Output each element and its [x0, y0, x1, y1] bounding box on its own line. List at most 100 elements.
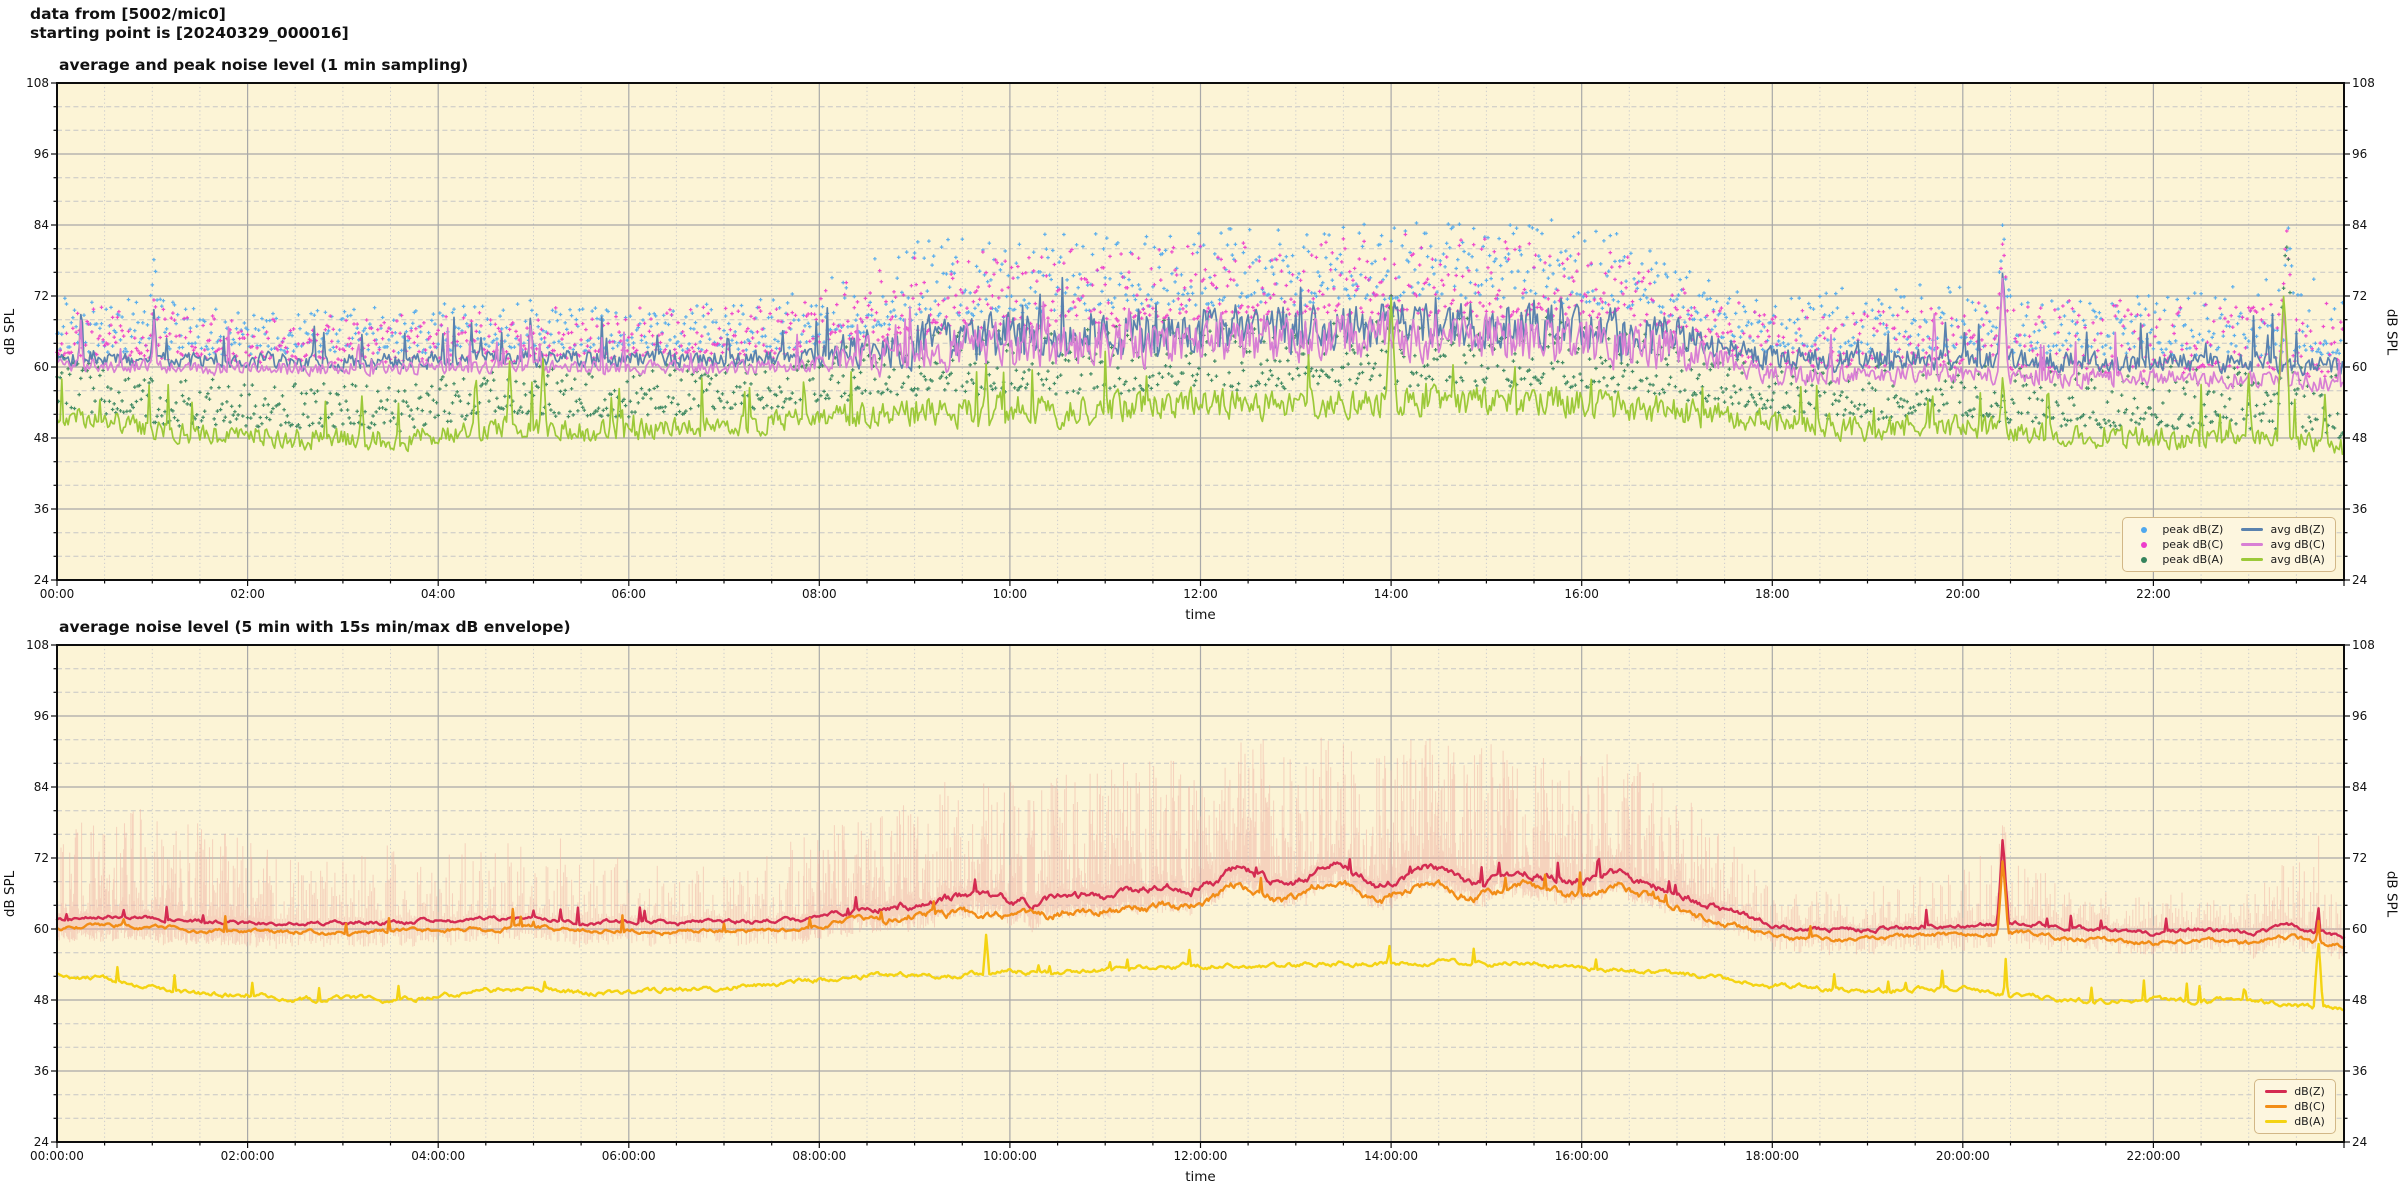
chart-title-top: average and peak noise level (1 min samp… — [59, 56, 469, 74]
legend-column: dB(Z) dB(C) dB(A) — [2265, 1085, 2325, 1128]
y-tick-label-left: 84 — [33, 218, 49, 232]
legend-label: peak dB(C) — [2162, 538, 2224, 551]
x-tick-label: 16:00 — [1564, 587, 1599, 601]
x-tick-label: 06:00 — [611, 587, 647, 601]
y-tick-label-left: 60 — [33, 360, 49, 374]
y-tick-label-left: 36 — [33, 1064, 49, 1078]
y-tick-label-left: 108 — [26, 638, 49, 652]
x-tick-label: 16:00:00 — [1554, 1149, 1609, 1163]
x-tick-label: 10:00:00 — [982, 1149, 1037, 1163]
chart-title-bottom: average noise level (5 min with 15s min/… — [59, 618, 571, 636]
legend-line-icon — [2265, 1104, 2288, 1109]
x-tick-label: 22:00 — [2136, 587, 2171, 601]
legend-bottom: dB(Z) dB(C) dB(A) — [2254, 1079, 2336, 1134]
x-tick-label: 06:00:00 — [601, 1149, 656, 1163]
line-db-a- — [55, 933, 2346, 1012]
y-tick-label-left: 84 — [33, 780, 49, 794]
x-tick-label: 10:00 — [992, 587, 1028, 601]
header-line-start: starting point is [20240329_000016] — [30, 24, 349, 42]
legend-line-icon — [2265, 1119, 2288, 1124]
chart-canvas — [51, 644, 2350, 1148]
y-tick-label-right: 84 — [2352, 780, 2368, 794]
x-tick-label: 20:00 — [1945, 587, 1981, 601]
legend-line-icon — [2265, 1089, 2288, 1094]
x-tick-label: 18:00:00 — [1745, 1149, 1800, 1163]
chart-bottom: average noise level (5 min with 15s min/… — [2, 618, 2399, 1185]
y-tick-labels-right: 108 96 84 72 60 48 36 24 — [2352, 638, 2396, 1149]
x-tick-label: 04:00 — [420, 587, 456, 601]
legend-line-icon — [2241, 542, 2264, 547]
line-avg-db-c- — [56, 277, 2345, 393]
x-tick-label: 22:00:00 — [2126, 1149, 2181, 1163]
y-tick-label-right: 24 — [2352, 1135, 2368, 1149]
header: data from [5002/mic0] starting point is … — [30, 5, 349, 43]
y-tick-label-left: 48 — [33, 993, 49, 1007]
y-tick-label-left: 108 — [26, 76, 49, 90]
legend-column: avg dB(Z) avg dB(C) avg dB(A) — [2241, 523, 2325, 566]
x-tick-label: 12:00:00 — [1173, 1149, 1228, 1163]
legend-entry: peak dB(C) — [2133, 538, 2223, 551]
y-tick-label-right: 24 — [2352, 573, 2368, 587]
chart-canvas — [51, 82, 2350, 586]
chart-top: average and peak noise level (1 min samp… — [2, 56, 2399, 623]
y-tick-label-left: 24 — [33, 1135, 49, 1149]
x-tick-labels: 00:00 02:00 04:00 06:00 08:00 10:00 12:00 14:00… — [40, 587, 2344, 603]
x-tick-label: 18:00 — [1754, 587, 1790, 601]
x-tick-label: 00:00 — [39, 587, 75, 601]
line-db-z- — [55, 839, 2346, 940]
legend-marker-icon — [2133, 556, 2155, 563]
plot-area-top: 108 96 84 72 60 48 36 24 108 96 84 72 60 48 36 24 00:0… — [26, 76, 2375, 601]
y-tick-label-right: 48 — [2352, 431, 2368, 445]
legend-line-icon — [2241, 527, 2264, 532]
line-db-c- — [55, 860, 2346, 949]
x-tick-label: 04:00:00 — [411, 1149, 466, 1163]
y-tick-label-left: 36 — [33, 502, 49, 516]
legend-entry: dB(A) — [2265, 1115, 2325, 1128]
y-tick-label-right: 72 — [2352, 289, 2368, 303]
legend-label: dB(A) — [2294, 1115, 2325, 1128]
legend-top: peak dB(Z) peak dB(C) peak dB(A) avg dB(Z) a… — [2122, 517, 2336, 572]
x-tick-label: 14:00 — [1373, 587, 1409, 601]
legend-entry: avg dB(C) — [2241, 538, 2325, 551]
legend-label: peak dB(Z) — [2162, 523, 2224, 536]
y-tick-label-right: 36 — [2352, 502, 2368, 516]
y-tick-label-right: 96 — [2352, 147, 2368, 161]
y-tick-label-left: 24 — [33, 573, 49, 587]
x-tick-label: 08:00 — [802, 587, 837, 601]
legend-entry: avg dB(Z) — [2241, 523, 2325, 536]
y-tick-label-right: 108 — [2352, 638, 2375, 652]
legend-entry: peak dB(A) — [2133, 553, 2223, 566]
legend-marker-icon — [2133, 526, 2155, 533]
y-tick-labels-left: 108 96 84 72 60 48 36 24 — [5, 76, 49, 587]
line-avg-db-a- — [56, 295, 2345, 456]
y-tick-label-right: 96 — [2352, 709, 2368, 723]
x-tick-label: 02:00:00 — [220, 1149, 275, 1163]
y-tick-label-right: 72 — [2352, 851, 2368, 865]
legend-label: dB(Z) — [2294, 1085, 2325, 1098]
min-max-envelope — [56, 737, 2343, 960]
x-tick-label: 12:00 — [1183, 587, 1218, 601]
x-tick-label: 02:00 — [230, 587, 265, 601]
y-tick-labels-left: 108 96 84 72 60 48 36 24 — [5, 638, 49, 1149]
y-tick-label-right: 36 — [2352, 1064, 2368, 1078]
legend-entry: peak dB(Z) — [2133, 523, 2223, 536]
y-tick-label-left: 72 — [33, 851, 49, 865]
legend-entry: avg dB(A) — [2241, 553, 2325, 566]
header-line-source: data from [5002/mic0] — [30, 5, 226, 23]
legend-label: dB(C) — [2294, 1100, 2325, 1113]
legend-entry: dB(C) — [2265, 1100, 2325, 1113]
x-axis-label-bottom: time — [1185, 1169, 1216, 1185]
y-tick-label-right: 84 — [2352, 218, 2368, 232]
y-tick-label-left: 96 — [33, 709, 49, 723]
y-tick-label-right: 60 — [2352, 360, 2368, 374]
y-tick-label-right: 108 — [2352, 76, 2375, 90]
y-tick-label-right: 48 — [2352, 993, 2368, 1007]
x-axis-label-top: time — [1185, 607, 1216, 623]
plot-area-bottom: 108 96 84 72 60 48 36 24 108 96 84 72 60 48 36 24 00:0… — [26, 638, 2375, 1163]
x-tick-label: 20:00:00 — [1935, 1149, 1990, 1163]
y-tick-label-right: 60 — [2352, 922, 2368, 936]
legend-entry: dB(Z) — [2265, 1085, 2325, 1098]
y-tick-label-left: 72 — [33, 289, 49, 303]
legend-label: avg dB(Z) — [2270, 523, 2325, 536]
